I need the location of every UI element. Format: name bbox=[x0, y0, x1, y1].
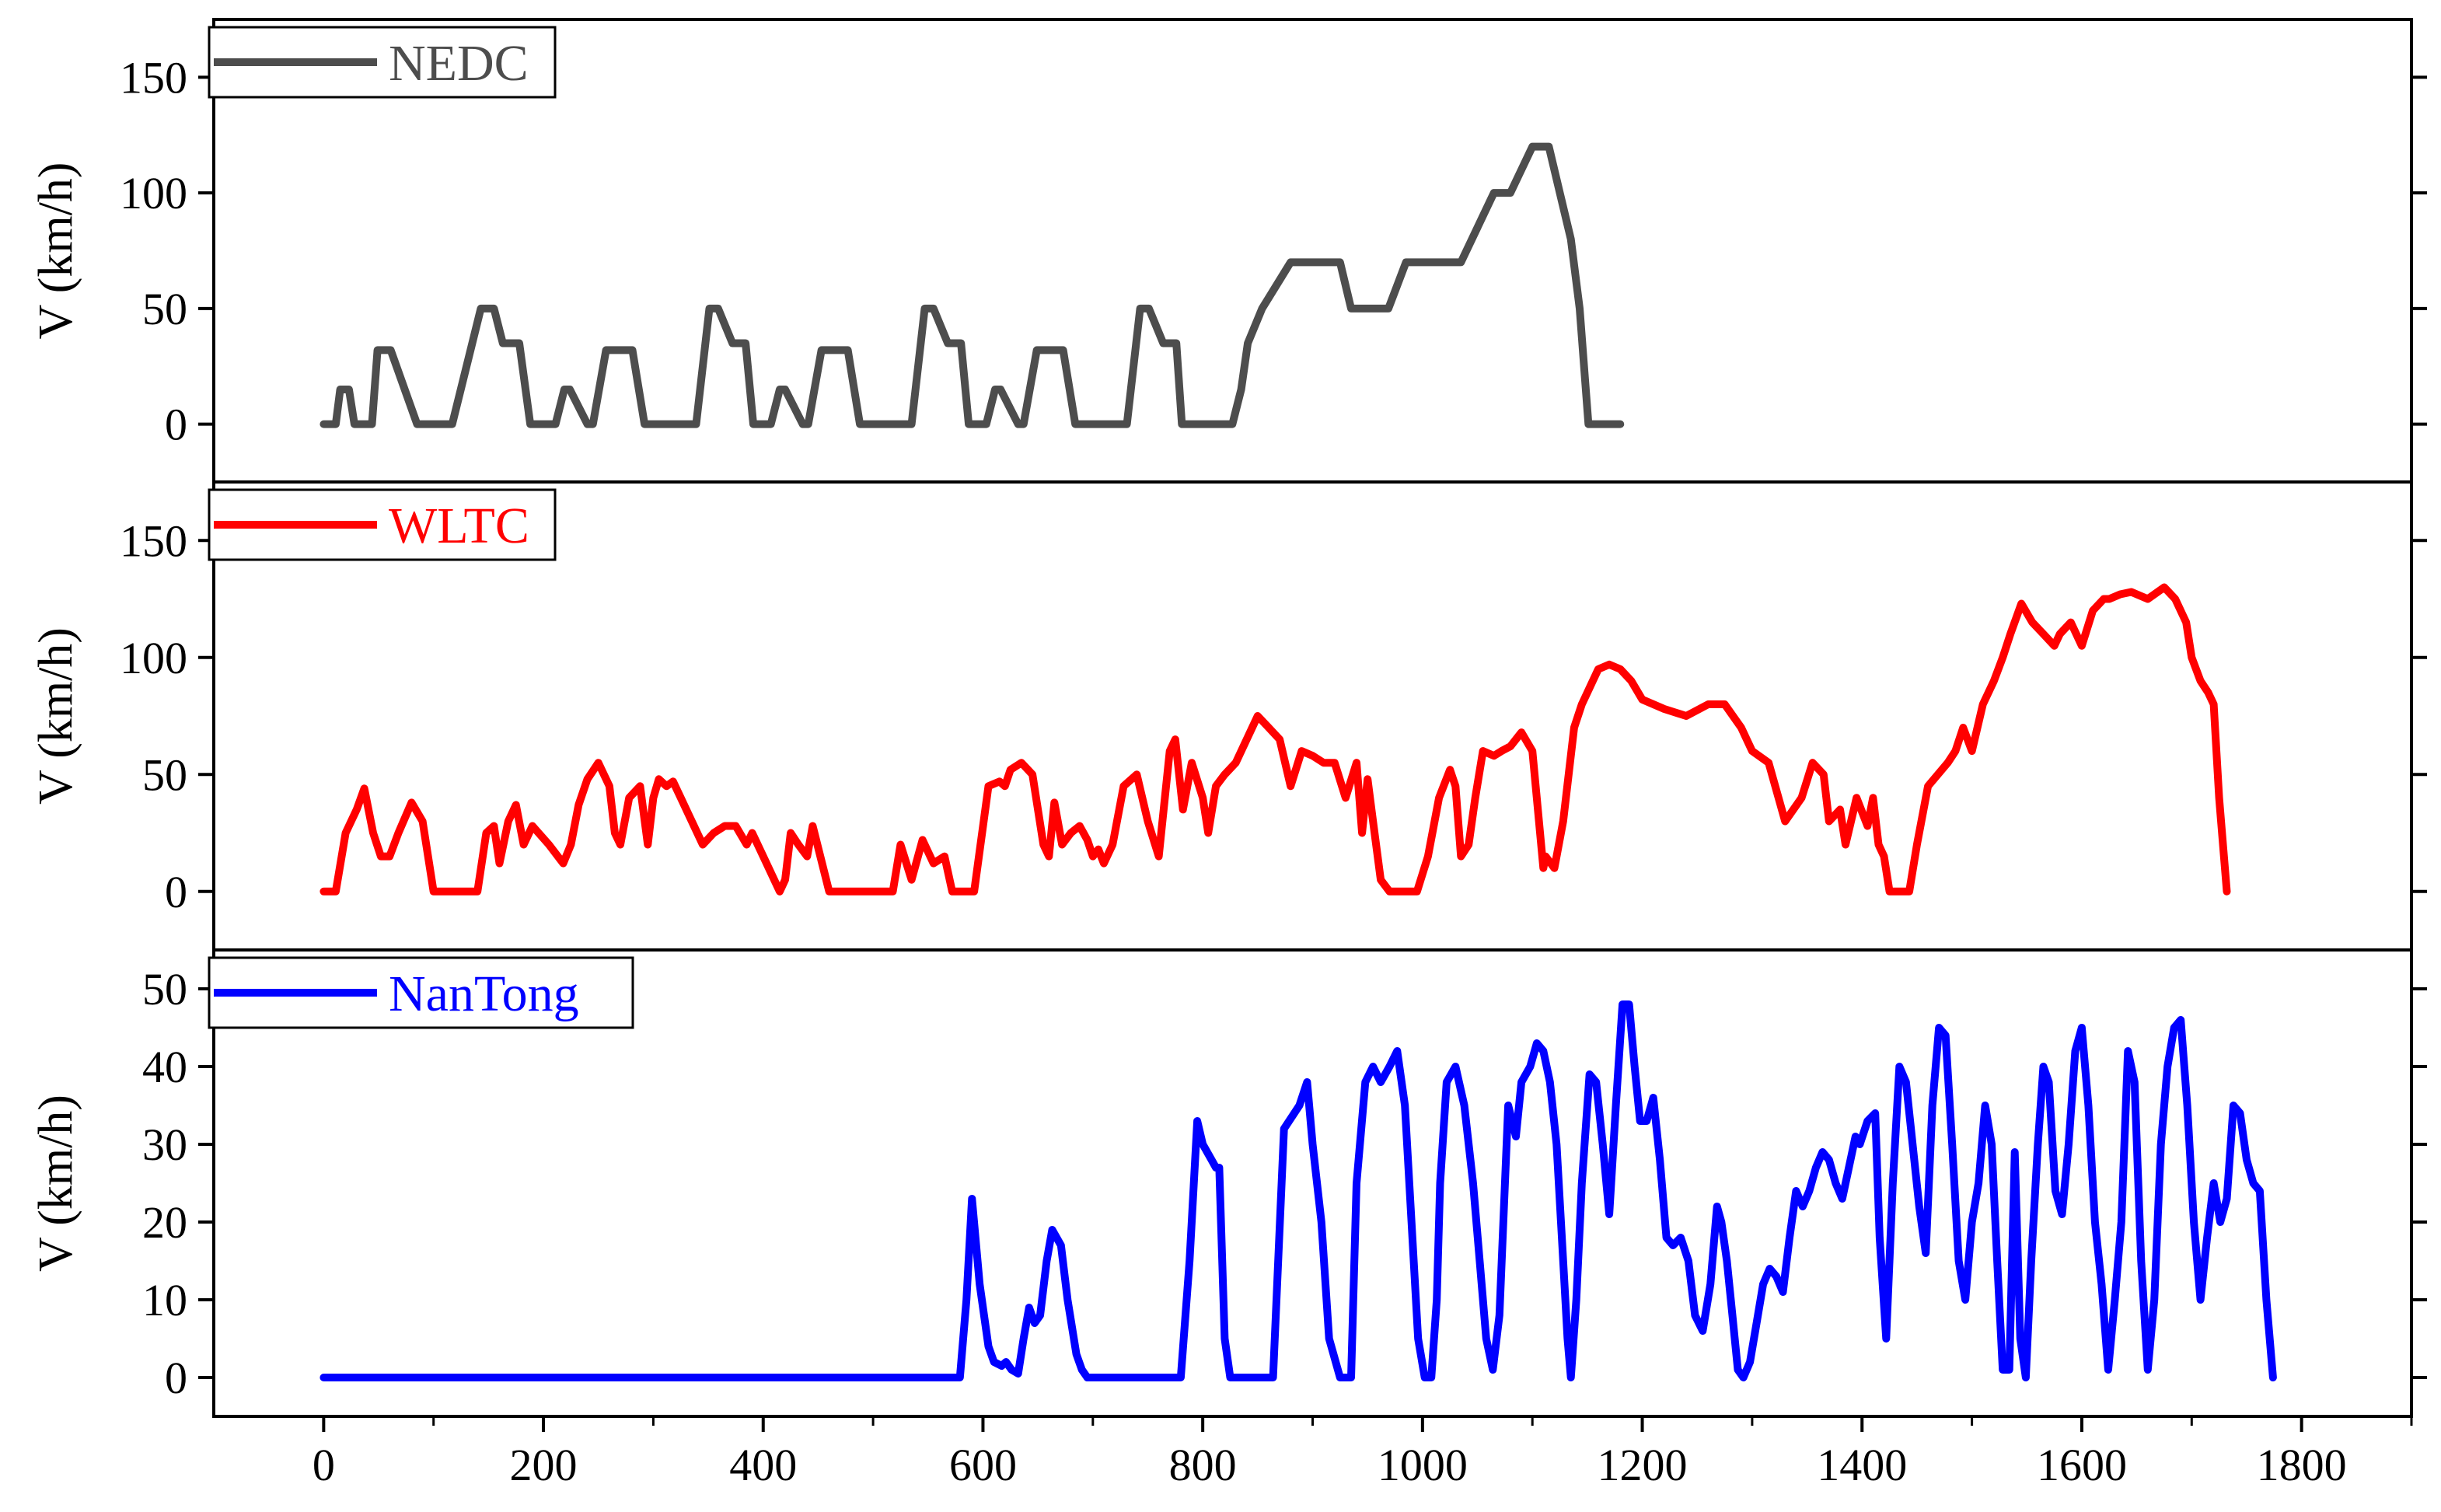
xtick-label: 1000 bbox=[1378, 1440, 1468, 1490]
nantong-legend: NanTong bbox=[208, 956, 634, 1029]
xtick-label: 1400 bbox=[1817, 1440, 1907, 1490]
nedc-ytick-label: 50 bbox=[142, 284, 187, 334]
xtick-label: 600 bbox=[949, 1440, 1017, 1490]
wltc-ytick-label: 0 bbox=[165, 867, 187, 917]
nedc-ytick-label: 150 bbox=[120, 52, 187, 103]
nedc-panel: 0 50 100 150 V (km/h) NEDC bbox=[30, 18, 2427, 484]
wltc-ytick-label: 50 bbox=[142, 749, 187, 800]
xtick-label: 200 bbox=[510, 1440, 578, 1490]
wltc-legend-label: WLTC bbox=[389, 498, 529, 554]
nantong-series-line bbox=[320, 1000, 2277, 1381]
wltc-ylabel: V (km/h) bbox=[30, 627, 82, 805]
nantong-ytick-label: 30 bbox=[142, 1119, 187, 1170]
nantong-ylabel: V (km/h) bbox=[30, 1095, 82, 1272]
nantong-ytick-label: 50 bbox=[142, 964, 187, 1014]
x-axis: 0 200 400 600 800 1000 1200 1400 1600 1800 bbox=[313, 1416, 2413, 1490]
nantong-ytick-label: 40 bbox=[142, 1042, 187, 1092]
xtick-label: 0 bbox=[313, 1440, 335, 1490]
wltc-ytick-label: 150 bbox=[120, 515, 187, 566]
nedc-legend: NEDC bbox=[208, 26, 557, 99]
xtick-label: 1800 bbox=[2257, 1440, 2347, 1490]
nedc-legend-label: NEDC bbox=[389, 35, 529, 92]
nedc-ylabel: V (km/h) bbox=[30, 162, 82, 340]
xtick-label: 1200 bbox=[1598, 1440, 1688, 1490]
nedc-ytick-label: 100 bbox=[120, 168, 187, 218]
wltc-legend: WLTC bbox=[208, 488, 557, 561]
xtick-label: 400 bbox=[729, 1440, 797, 1490]
nantong-panel: 0 10 20 30 40 50 V (km/h) NanTong bbox=[30, 948, 2427, 1418]
wltc-ytick-label: 100 bbox=[120, 633, 187, 683]
nantong-ytick-label: 0 bbox=[165, 1353, 187, 1403]
nantong-ytick-label: 10 bbox=[142, 1275, 187, 1325]
nedc-series-line bbox=[320, 142, 1625, 428]
nantong-legend-label: NanTong bbox=[389, 966, 579, 1022]
nedc-ytick-label: 0 bbox=[165, 400, 187, 450]
wltc-panel: 0 50 100 150 V (km/h) WLTC bbox=[30, 480, 2427, 952]
nantong-ytick-label: 20 bbox=[142, 1197, 187, 1248]
xtick-label: 1600 bbox=[2037, 1440, 2127, 1490]
wltc-series-line bbox=[320, 583, 2231, 896]
xtick-label: 800 bbox=[1169, 1440, 1237, 1490]
